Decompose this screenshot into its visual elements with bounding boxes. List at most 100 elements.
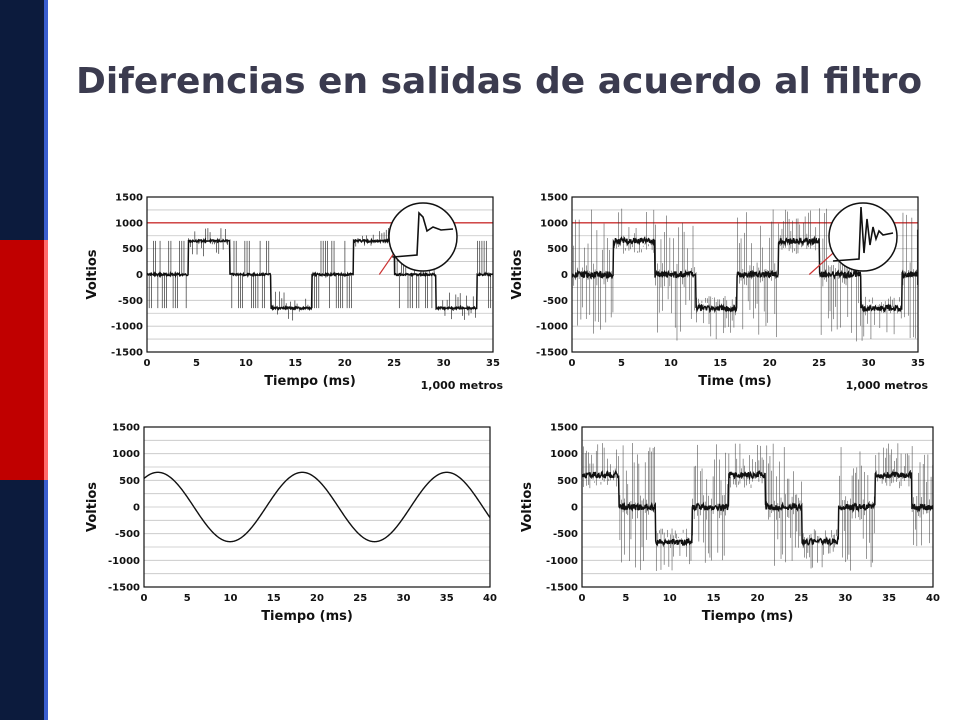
x-tick-label: 35: [486, 358, 500, 369]
y-tick-label: -500: [553, 529, 578, 540]
series-level-line: [147, 237, 493, 312]
y-tick-label: 0: [136, 270, 143, 281]
x-axis-label: Tiempo (ms): [264, 374, 356, 389]
x-axis-label: Time (ms): [698, 374, 771, 389]
series-level-line: [582, 469, 933, 548]
chart-bottom-left: 1500 1000 500 0 -500 -1000 -1500 0 5 10 15 20 25 30 35…: [80, 414, 510, 639]
y-tick-label: -1500: [536, 348, 568, 359]
y-tick-label: 1500: [112, 423, 140, 434]
plot-frame: [143, 426, 491, 588]
sidebar-red-strip: [0, 240, 44, 480]
x-tick-label: 5: [618, 358, 625, 369]
y-tick-label: 1500: [115, 193, 143, 204]
series-line: [144, 471, 490, 543]
x-tick-label: 10: [663, 593, 677, 604]
x-tick-label: 20: [763, 358, 777, 369]
y-axis-label: Voltios: [510, 249, 525, 299]
x-tick-label: 0: [144, 358, 151, 369]
y-axis-label: Voltios: [520, 482, 535, 532]
x-tick-label: 30: [862, 358, 876, 369]
y-tick-label: 0: [571, 503, 578, 514]
plot-frame: [581, 426, 934, 588]
y-tick-label: -500: [115, 529, 140, 540]
y-tick-label: -1000: [111, 322, 143, 333]
x-tick-label: 15: [267, 593, 281, 604]
slide-title: Diferencias en salidas de acuerdo al fil…: [76, 61, 923, 102]
x-tick-label: 35: [882, 593, 896, 604]
x-tick-label: 40: [926, 593, 940, 604]
y-tick-label: 1500: [540, 193, 568, 204]
series-spikes: [572, 208, 918, 342]
slide-sidebar: [0, 0, 52, 720]
x-tick-label: 40: [483, 593, 497, 604]
y-tick-label: 0: [561, 270, 568, 281]
y-tick-label: 0: [133, 503, 140, 514]
y-tick-label: -1000: [536, 322, 568, 333]
x-tick-label: 25: [353, 593, 367, 604]
series-spikes: [582, 443, 933, 571]
y-tick-label: -1500: [108, 583, 140, 594]
y-tick-label: -1500: [111, 348, 143, 359]
y-tick-label: 500: [557, 476, 578, 487]
y-tick-label: -500: [118, 296, 143, 307]
x-tick-label: 15: [288, 358, 302, 369]
x-tick-label: 5: [193, 358, 200, 369]
x-tick-label: 35: [440, 593, 454, 604]
x-tick-label: 10: [664, 358, 678, 369]
inset-circle: [388, 202, 458, 272]
distance-note: 1,000 metros: [421, 379, 504, 392]
y-tick-label: 1500: [550, 423, 578, 434]
x-tick-label: 20: [751, 593, 765, 604]
chart-top-right: 1500 1000 500 0 -500 -1000 -1500 0 5 10 15 20 25 30 35…: [505, 184, 935, 399]
x-tick-label: 15: [713, 358, 727, 369]
x-tick-label: 5: [184, 593, 191, 604]
x-tick-label: 20: [338, 358, 352, 369]
x-axis-label: Tiempo (ms): [702, 609, 794, 624]
inset-trace: [392, 211, 454, 258]
x-tick-label: 0: [141, 593, 148, 604]
x-tick-label: 0: [579, 593, 586, 604]
y-axis-label: Voltios: [85, 482, 100, 532]
x-tick-label: 30: [838, 593, 852, 604]
chart-bottom-right: 1500 1000 500 0 -500 -1000 -1500 0 5 10 15 20 25 30 35…: [515, 414, 945, 639]
x-tick-label: 25: [794, 593, 808, 604]
x-tick-label: 20: [310, 593, 324, 604]
inset-pointer: [808, 250, 837, 275]
x-tick-label: 30: [397, 593, 411, 604]
y-tick-label: -1500: [546, 583, 578, 594]
x-axis-label: Tiempo (ms): [261, 609, 353, 624]
x-tick-label: 25: [812, 358, 826, 369]
x-tick-label: 0: [569, 358, 576, 369]
y-tick-label: 500: [122, 244, 143, 255]
y-tick-label: 1000: [115, 218, 143, 229]
x-tick-label: 5: [622, 593, 629, 604]
series-group: [582, 443, 933, 571]
y-tick-label: 1000: [540, 218, 568, 229]
y-tick-label: 1000: [550, 449, 578, 460]
series-level-line: [572, 235, 918, 314]
series-group: [147, 228, 493, 321]
x-tick-label: 10: [239, 358, 253, 369]
y-tick-label: 500: [547, 244, 568, 255]
series-group: [572, 208, 918, 342]
x-tick-label: 35: [911, 358, 925, 369]
inset-trace: [832, 206, 894, 262]
x-tick-label: 10: [224, 593, 238, 604]
plot-frame: [146, 196, 494, 353]
y-tick-label: 500: [119, 476, 140, 487]
y-tick-label: 1000: [112, 449, 140, 460]
x-tick-label: 25: [387, 358, 401, 369]
chart-top-left: 1500 1000 500 0 -500 -1000 -1500 0 5 10 15 20 25 30 35…: [80, 184, 510, 399]
y-tick-label: -1000: [108, 556, 140, 567]
y-axis-label: Voltios: [85, 249, 100, 299]
sidebar-blue-line-red-part: [44, 240, 48, 480]
x-tick-label: 15: [707, 593, 721, 604]
plot-frame: [571, 196, 919, 353]
y-tick-label: -500: [543, 296, 568, 307]
y-tick-label: -1000: [546, 556, 578, 567]
x-tick-label: 30: [437, 358, 451, 369]
